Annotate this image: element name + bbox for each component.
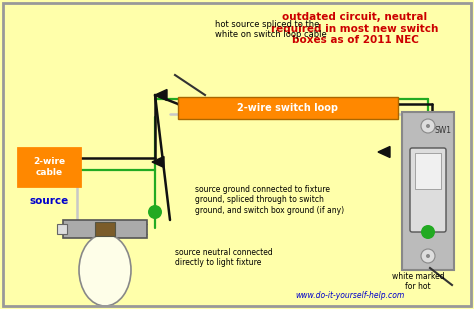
Text: hot source spliced to the
white on switch loop cable: hot source spliced to the white on switc… (215, 20, 327, 40)
Circle shape (423, 227, 433, 237)
Circle shape (421, 249, 435, 263)
FancyBboxPatch shape (18, 148, 80, 186)
Text: source ground connected to fixture
ground, spliced through to switch
ground, and: source ground connected to fixture groun… (195, 185, 344, 215)
Ellipse shape (79, 234, 131, 306)
Text: www.do-it-yourself-help.com: www.do-it-yourself-help.com (295, 291, 405, 300)
Text: outdated circuit, neutral
required in most new switch
boxes as of 2011 NEC: outdated circuit, neutral required in mo… (271, 12, 439, 45)
Text: white marked
for hot: white marked for hot (392, 272, 444, 291)
Text: source neutral connected
directly to light fixture: source neutral connected directly to lig… (175, 248, 273, 267)
FancyBboxPatch shape (415, 153, 441, 189)
FancyBboxPatch shape (178, 97, 398, 119)
Circle shape (426, 254, 430, 258)
Text: source: source (29, 196, 69, 206)
Text: 2-wire switch loop: 2-wire switch loop (237, 103, 338, 113)
FancyBboxPatch shape (63, 220, 147, 238)
Text: SW1: SW1 (435, 126, 452, 135)
FancyBboxPatch shape (410, 148, 446, 232)
FancyBboxPatch shape (95, 222, 115, 236)
Circle shape (426, 124, 430, 128)
Circle shape (148, 205, 162, 219)
Text: 2-wire
cable: 2-wire cable (33, 157, 65, 177)
Circle shape (421, 119, 435, 133)
FancyBboxPatch shape (402, 112, 454, 270)
Polygon shape (155, 90, 167, 100)
Polygon shape (378, 146, 390, 158)
Circle shape (421, 225, 435, 239)
Polygon shape (152, 156, 164, 167)
FancyBboxPatch shape (57, 224, 67, 234)
